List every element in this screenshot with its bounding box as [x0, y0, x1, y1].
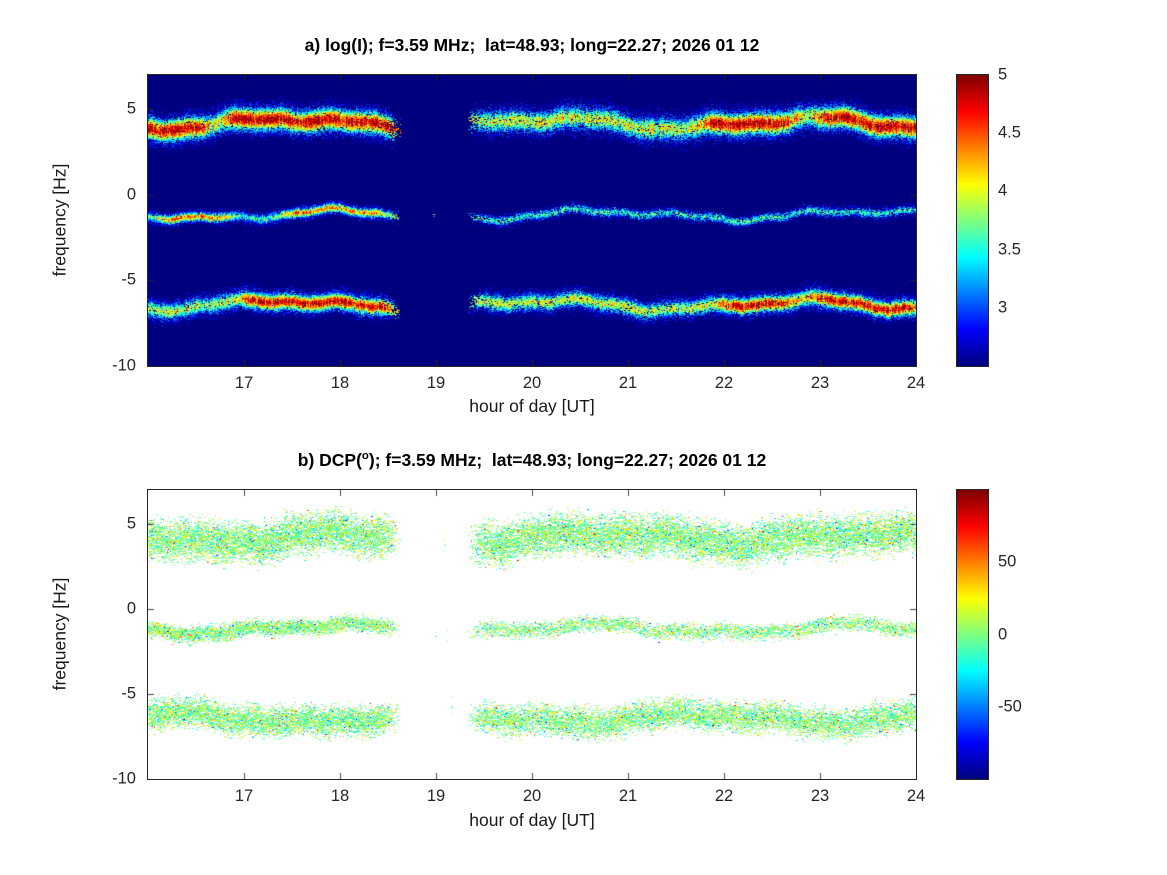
panel-a-x-tick-label: 21 [618, 374, 638, 392]
panel-b-title: b) DCP(o); f=3.59 MHz; lat=48.93; long=2… [148, 450, 916, 471]
panel-b-x-tick-label: 22 [714, 787, 734, 805]
panel-a-colorbar-tick-label: 3 [998, 298, 1008, 317]
panel-a-colorbar-tick-label: 5 [998, 65, 1008, 84]
panel-b-colorbar-tick-label: -50 [998, 697, 1022, 716]
panel-a-colorbar-tick-label: 4.5 [998, 123, 1021, 142]
panel-a-x-tick-label: 18 [330, 374, 350, 392]
panel-a-x-tick-label: 22 [714, 374, 734, 392]
panel-a-spectrogram [147, 74, 917, 367]
panel-a-x-tick-label: 19 [426, 374, 446, 392]
panel-a-y-tick-label: 0 [126, 185, 136, 204]
panel-a-y-axis-label: frequency [Hz] [49, 163, 70, 277]
panel-b-title-prefix: b) DCP( [297, 450, 362, 470]
panel-a-x-tick-label: 23 [810, 374, 830, 392]
panel-a-colorbar-tick-label: 4 [998, 181, 1008, 200]
panel-a-colorbar-canvas [957, 75, 988, 366]
panel-b-y-tick-label: -5 [121, 684, 136, 703]
panel-b-x-tick-label: 18 [330, 787, 350, 805]
panel-a-y-tick-label: -10 [112, 356, 136, 375]
panel-a-x-tick-label: 20 [522, 374, 542, 392]
panel-a-y-tick-label: -5 [121, 270, 136, 289]
panel-a-colorbar [956, 74, 989, 367]
panel-b-y-tick-label: 5 [126, 514, 136, 533]
panel-a-x-tick-label: 17 [234, 374, 254, 392]
panel-b-spectrogram-canvas [148, 490, 916, 779]
panel-a-title: a) log(I); f=3.59 MHz; lat=48.93; long=2… [304, 35, 760, 55]
panel-a-x-tick-label: 24 [906, 374, 926, 392]
panel-a-x-axis-label: hour of day [UT] [469, 396, 595, 416]
panel-b-x-tick-label: 21 [618, 787, 638, 805]
panel-b-y-tick-label: 0 [126, 599, 136, 618]
panel-b-y-tick-label: -10 [112, 769, 136, 788]
panel-a-colorbar-tick-label: 3.5 [998, 240, 1021, 259]
panel-b-x-tick-label: 24 [906, 787, 926, 805]
panel-a-y-tick-label: 5 [126, 99, 136, 118]
panel-b-title-superscript: o [361, 450, 369, 463]
panel-b-title-suffix: ); f=3.59 MHz; lat=48.93; long=22.27; 20… [368, 450, 767, 470]
panel-b-colorbar [956, 489, 989, 780]
panel-b-colorbar-tick-label: 50 [998, 552, 1017, 571]
panel-b-x-tick-label: 17 [234, 787, 254, 805]
panel-b-colorbar-tick-label: 0 [998, 625, 1008, 643]
panel-b-x-tick-label: 20 [522, 787, 542, 805]
panel-a-spectrogram-canvas [148, 75, 916, 366]
panel-b-x-tick-label: 19 [426, 787, 446, 805]
panel-b-x-axis-label: hour of day [UT] [469, 810, 595, 830]
panel-b-spectrogram [147, 489, 917, 780]
panel-b-x-tick-label: 23 [810, 787, 830, 805]
panel-b-y-axis-label: frequency [Hz] [49, 577, 70, 691]
panel-b-colorbar-canvas [957, 490, 988, 779]
